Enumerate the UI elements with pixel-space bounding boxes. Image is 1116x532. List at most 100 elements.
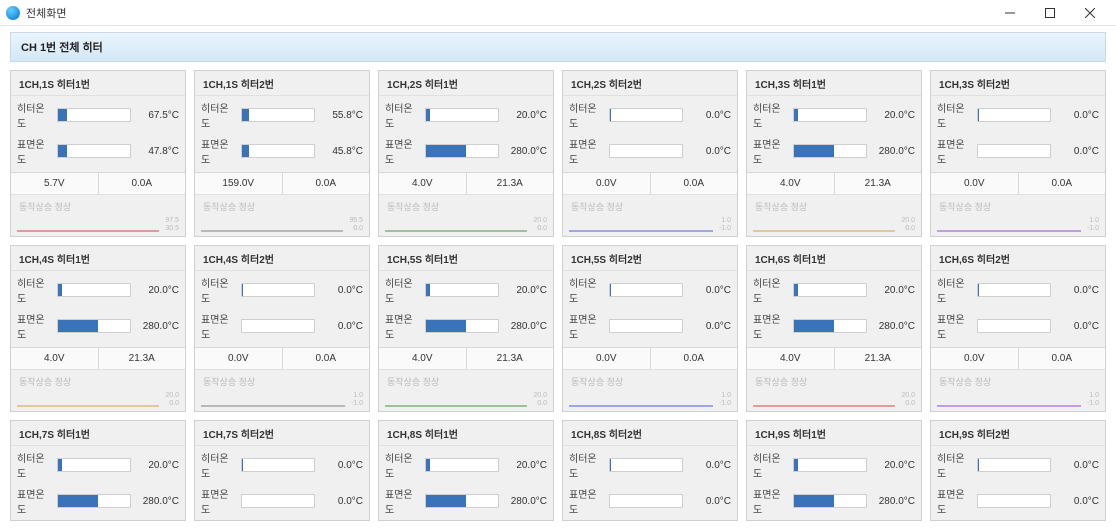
current-value: 21.3A <box>466 173 554 194</box>
current-value: 0.0A <box>1018 348 1106 369</box>
surface-temp-row: 표면온도280.0°C <box>747 484 921 520</box>
heater-temp-bar <box>609 108 683 122</box>
heater-temp-bar <box>425 458 499 472</box>
current-value: 0.0A <box>1018 173 1106 194</box>
surface-temp-bar <box>793 494 867 508</box>
surface-temp-bar <box>977 494 1051 508</box>
heater-temp-label: 히터온도 <box>201 100 237 130</box>
surface-temp-bar <box>425 319 499 333</box>
heater-temp-value: 20.0°C <box>135 285 179 296</box>
heater-temp-bar <box>425 108 499 122</box>
surface-temp-value: 280.0°C <box>871 321 915 332</box>
card-title: 1CH,8S 히터1번 <box>379 421 553 446</box>
card-title: 1CH,9S 히터1번 <box>747 421 921 446</box>
heater-temp-row: 히터온도0.0°C <box>931 96 1105 134</box>
close-button[interactable] <box>1070 0 1110 26</box>
heater-temp-value: 0.0°C <box>1055 460 1099 471</box>
surface-temp-value: 0.0°C <box>687 321 731 332</box>
surface-temp-value: 45.8°C <box>319 146 363 157</box>
spark-range: 1.0-1.0 <box>719 392 731 407</box>
surface-temp-value: 0.0°C <box>687 496 731 507</box>
surface-temp-label: 표면온도 <box>201 311 237 341</box>
heater-card: 1CH,5S 히터2번히터온도0.0°C표면온도0.0°C0.0V0.0A동작상… <box>562 245 738 412</box>
spark-row: 1.0-1.0 <box>931 215 1105 236</box>
heater-temp-bar <box>609 283 683 297</box>
heater-card: 1CH,5S 히터1번히터온도20.0°C표면온도280.0°C4.0V21.3… <box>378 245 554 412</box>
card-title: 1CH,5S 히터1번 <box>379 246 553 271</box>
surface-temp-label: 표면온도 <box>385 486 421 516</box>
heater-temp-value: 20.0°C <box>503 110 547 121</box>
spark-row: 20.00.0 <box>11 390 185 411</box>
heater-temp-bar <box>793 283 867 297</box>
surface-temp-row: 표면온도0.0°C <box>931 484 1105 520</box>
heater-temp-value: 67.5°C <box>135 110 179 121</box>
spark-range: 97.530.5 <box>165 217 179 232</box>
card-title: 1CH,6S 히터1번 <box>747 246 921 271</box>
voltage-value: 159.0V <box>195 173 282 194</box>
card-title: 1CH,8S 히터2번 <box>563 421 737 446</box>
content-area: CH 1번 전체 히터 1CH,1S 히터1번히터온도67.5°C표면온도47.… <box>0 26 1116 532</box>
surface-temp-label: 표면온도 <box>937 136 973 166</box>
heater-card: 1CH,8S 히터2번히터온도0.0°C표면온도0.0°C <box>562 420 738 521</box>
surface-temp-bar <box>241 494 315 508</box>
voltage-value: 4.0V <box>379 348 466 369</box>
current-value: 0.0A <box>650 173 738 194</box>
spark-row: 20.00.0 <box>747 390 921 411</box>
voltage-value: 4.0V <box>747 348 834 369</box>
surface-temp-row: 표면온도280.0°C <box>379 484 553 520</box>
surface-temp-label: 표면온도 <box>937 311 973 341</box>
spark-range: 1.0-1.0 <box>1087 392 1099 407</box>
heater-temp-bar <box>241 108 315 122</box>
status-text: 동작상승 정상 <box>747 194 921 215</box>
surface-temp-row: 표면온도 0.0°C <box>931 309 1105 345</box>
heater-card: 1CH,1S 히터2번히터온도55.8°C표면온도45.8°C159.0V0.0… <box>194 70 370 237</box>
spark-line <box>569 405 713 407</box>
surface-temp-label: 표면온도 <box>385 136 421 166</box>
minimize-button[interactable] <box>990 0 1030 26</box>
heater-temp-row: 히터온도20.0°C <box>11 446 185 484</box>
spark-range: 1.0-1.0 <box>351 392 363 407</box>
surface-temp-bar <box>57 319 131 333</box>
surface-temp-bar <box>793 319 867 333</box>
heater-temp-row: 히터온도67.5°C <box>11 96 185 134</box>
card-title: 1CH,2S 히터1번 <box>379 71 553 96</box>
heater-card: 1CH,4S 히터1번히터온도20.0°C표면온도280.0°C4.0V21.3… <box>10 245 186 412</box>
maximize-button[interactable] <box>1030 0 1070 26</box>
voltage-value: 0.0V <box>931 348 1018 369</box>
heater-temp-label: 히터온도 <box>937 450 973 480</box>
heater-card: 1CH,3S 히터2번히터온도0.0°C표면온도0.0°C0.0V0.0A동작상… <box>930 70 1106 237</box>
surface-temp-value: 0.0°C <box>319 496 363 507</box>
stats-row: 4.0V21.3A <box>747 172 921 194</box>
surface-temp-value: 47.8°C <box>135 146 179 157</box>
spark-range: 20.00.0 <box>901 217 915 232</box>
heater-temp-value: 0.0°C <box>1055 285 1099 296</box>
surface-temp-bar <box>793 144 867 158</box>
heater-temp-label: 히터온도 <box>753 100 789 130</box>
surface-temp-value: 0.0°C <box>319 321 363 332</box>
surface-temp-label: 표면온도 <box>569 136 605 166</box>
stats-row: 4.0V21.3A <box>11 347 185 369</box>
heater-temp-label: 히터온도 <box>569 450 605 480</box>
spark-row: 1.0-1.0 <box>931 390 1105 411</box>
spark-range: 95.50.0 <box>349 217 363 232</box>
heater-temp-row: 히터온도0.0°C <box>195 271 369 309</box>
heater-temp-bar <box>977 458 1051 472</box>
surface-temp-value: 0.0°C <box>687 146 731 157</box>
current-value: 0.0A <box>650 348 738 369</box>
app-icon <box>6 6 20 20</box>
card-title: 1CH,3S 히터1번 <box>747 71 921 96</box>
spark-range: 1.0-1.0 <box>719 217 731 232</box>
heater-temp-bar <box>57 458 131 472</box>
spark-range: 20.00.0 <box>901 392 915 407</box>
stats-row: 0.0V0.0A <box>563 347 737 369</box>
surface-temp-row: 표면온도0.0°C <box>931 134 1105 170</box>
surface-temp-value: 0.0°C <box>1055 321 1099 332</box>
voltage-value: 0.0V <box>931 173 1018 194</box>
surface-temp-row: 표면온도0.0°C <box>563 309 737 345</box>
card-title: 1CH,1S 히터1번 <box>11 71 185 96</box>
heater-temp-value: 0.0°C <box>687 110 731 121</box>
heater-temp-label: 히터온도 <box>385 450 421 480</box>
heater-temp-label: 히터온도 <box>937 100 973 130</box>
surface-temp-label: 표면온도 <box>201 486 237 516</box>
surface-temp-label: 표면온도 <box>17 311 53 341</box>
